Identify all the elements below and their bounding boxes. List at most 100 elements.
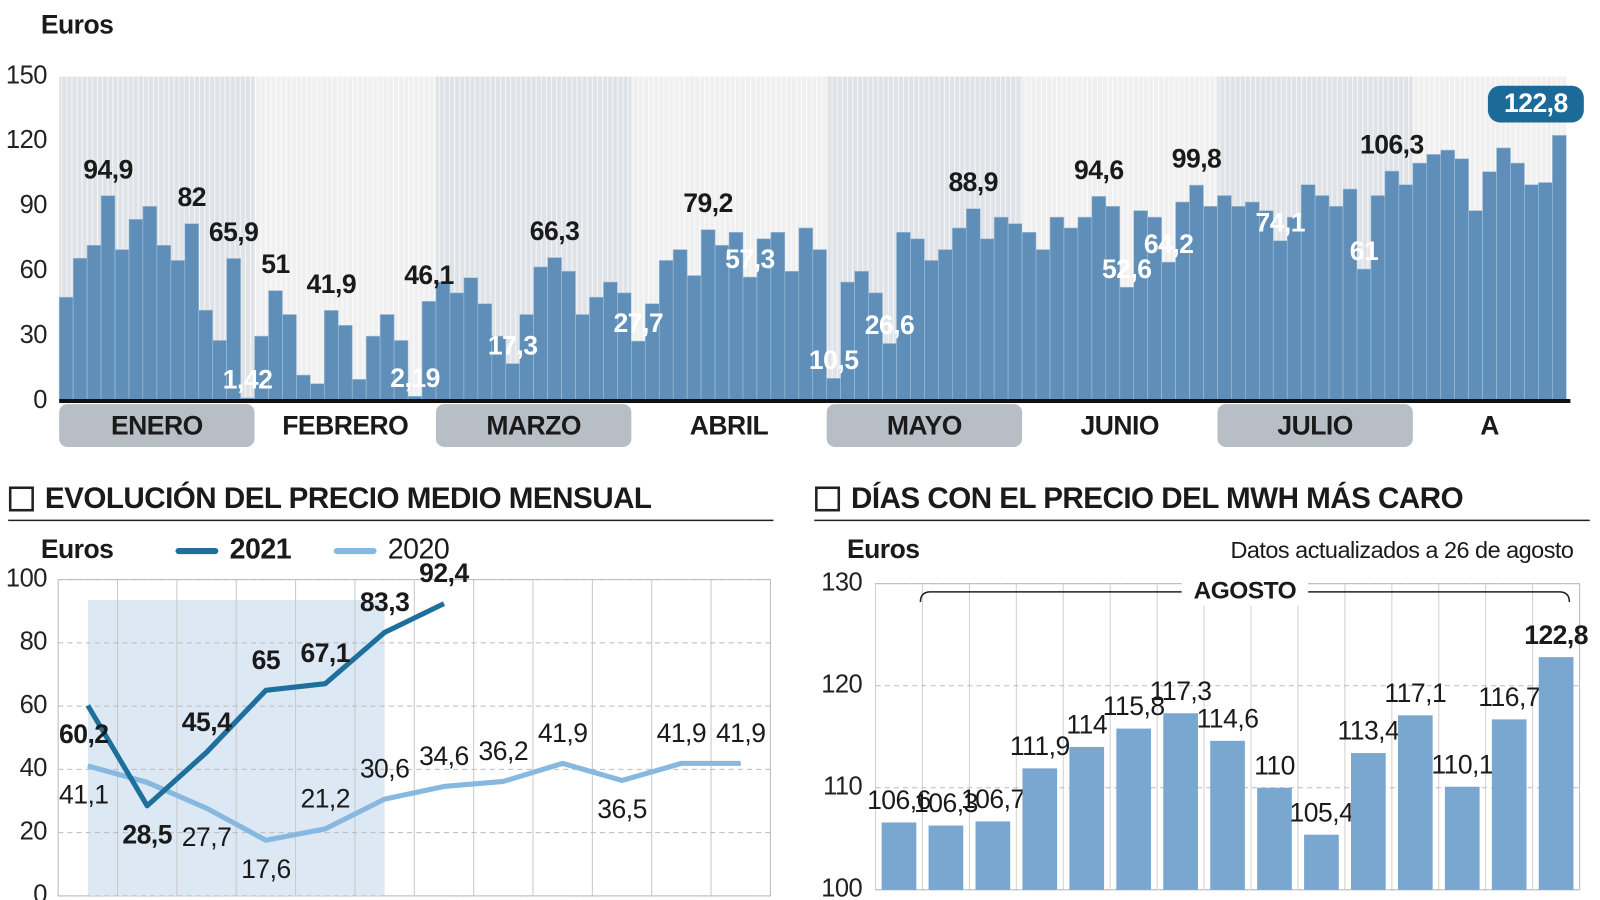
bar [1272, 240, 1288, 402]
bar [505, 363, 521, 402]
bar [337, 324, 353, 402]
bar [1210, 740, 1245, 890]
bar [1189, 184, 1204, 402]
bar [928, 825, 964, 890]
value-label: 94,9 [83, 154, 133, 184]
y-tick-label: 30 [20, 321, 48, 349]
y-tick-label: 110 [823, 772, 862, 800]
bar [324, 310, 339, 402]
bar [1398, 184, 1414, 402]
value-label: 94,6 [1074, 155, 1124, 185]
month-label: A [1480, 411, 1499, 441]
bar [631, 340, 646, 402]
series-line [87, 760, 741, 843]
y-tick-label: 130 [821, 568, 862, 596]
value-label: 106,7 [961, 784, 1025, 814]
value-label: 99,8 [1172, 144, 1222, 174]
month-box [1217, 404, 1413, 447]
value-label: 106,3 [914, 788, 978, 818]
value-label: 57,3 [725, 244, 775, 274]
bar [784, 270, 800, 402]
bar [156, 244, 172, 402]
bar [114, 249, 130, 402]
bar [1510, 162, 1525, 402]
value-label: 122,8 [1504, 88, 1568, 118]
value-label: 115,8 [1103, 691, 1165, 721]
y-tick-label: 0 [33, 386, 47, 414]
bracket-label: AGOSTO [1194, 577, 1297, 604]
bar [881, 822, 917, 890]
bar [463, 277, 479, 402]
value-label: 21,2 [300, 783, 350, 813]
bar [1286, 216, 1302, 402]
bar [1203, 206, 1218, 402]
bar [184, 223, 200, 402]
value-label: 116,7 [1478, 682, 1540, 712]
y-tick-label: 120 [6, 126, 47, 154]
value-label: 27,7 [182, 822, 232, 852]
value-label: 83,3 [360, 587, 410, 617]
bar [296, 374, 311, 402]
bar [1049, 216, 1065, 402]
bar [1454, 158, 1469, 402]
bar [100, 195, 116, 402]
bar [1163, 713, 1198, 890]
value-label: 51 [261, 249, 290, 279]
bar [1257, 787, 1292, 890]
value-label: 17,3 [488, 330, 538, 360]
value-label: 114,6 [1197, 703, 1259, 733]
section-icon [815, 486, 841, 512]
month-box [435, 404, 632, 447]
y-tick-label: 100 [821, 875, 862, 900]
bar [924, 260, 939, 402]
bar [686, 275, 702, 402]
bar [142, 206, 158, 402]
bar [979, 238, 995, 402]
y-tick-label: 60 [20, 256, 48, 284]
month-label: FEBRERO [282, 411, 408, 441]
value-label: 52,6 [1102, 254, 1152, 284]
bar [310, 383, 325, 402]
value-label: 46,1 [404, 260, 454, 290]
bar [1105, 206, 1121, 402]
value-label: 45,4 [182, 707, 232, 737]
bracket-gap [1181, 577, 1309, 607]
bar [965, 208, 981, 402]
value-label: 64,2 [1144, 229, 1194, 259]
value-label: 2,19 [390, 363, 440, 393]
bar [951, 227, 967, 402]
bar [1356, 268, 1372, 402]
value-label: 27,7 [614, 308, 664, 338]
bar [1116, 728, 1152, 890]
section-icon [8, 486, 34, 512]
value-label: 110 [1254, 750, 1295, 780]
monthly-chart: 0 20 40 60 80 100 2021 2020 60,2 28,5 45,4 65 67,1 83… [6, 534, 771, 900]
y-axis-label: Euros [41, 10, 114, 40]
value-label: 117,1 [1384, 678, 1446, 708]
bar [1161, 261, 1176, 402]
bar [58, 296, 74, 402]
y-tick-label: 100 [6, 564, 47, 592]
value-label: 65,9 [209, 217, 259, 247]
bar [1397, 715, 1433, 890]
y-tick-label: 80 [20, 628, 48, 656]
bar [1022, 768, 1058, 890]
bar [1304, 834, 1339, 890]
value-label: 10,5 [809, 345, 859, 375]
bar [1314, 195, 1330, 402]
bar [1370, 195, 1386, 402]
bar [1091, 196, 1107, 402]
value-label: 88,9 [948, 167, 998, 197]
value-label: 106,3 [1360, 130, 1424, 160]
bar [812, 249, 828, 402]
bar [365, 335, 381, 402]
bar [868, 292, 883, 402]
bar [575, 314, 590, 402]
legend-label: 2020 [388, 534, 450, 566]
bar [1482, 171, 1497, 402]
bar [449, 292, 465, 402]
bar [1259, 210, 1274, 402]
bar [589, 296, 604, 402]
